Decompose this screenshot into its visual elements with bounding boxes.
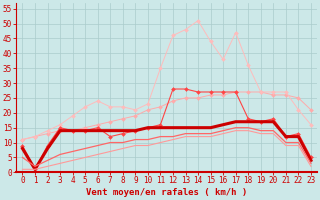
X-axis label: Vent moyen/en rafales ( km/h ): Vent moyen/en rafales ( km/h ) bbox=[86, 188, 247, 197]
